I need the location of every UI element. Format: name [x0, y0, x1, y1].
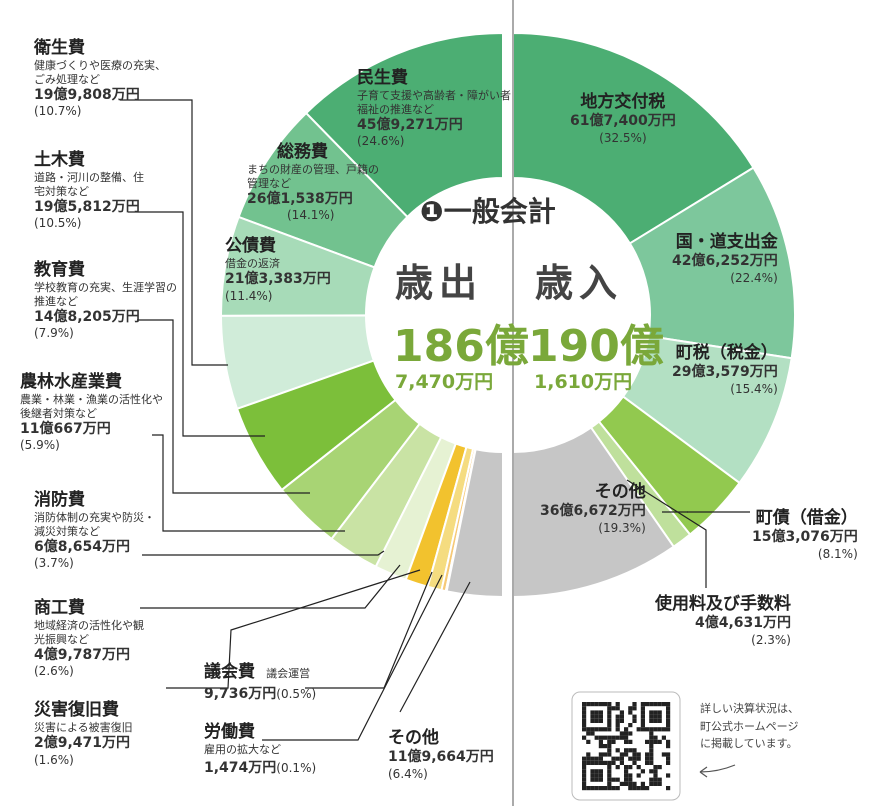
- revenue-slices: [512, 31, 796, 599]
- label-eisei: 衛生費 健康づくりや医療の充実、ごみ処理など 19億9,808万円 (10.7%…: [34, 38, 166, 119]
- label-exp-other: その他 11億9,664万円 (6.4%): [388, 728, 494, 781]
- qr-note: 詳しい決算状況は、 町公式ホームページ に掲載しています。: [700, 702, 799, 751]
- slice-歳出-0: [304, 31, 504, 219]
- expenditure-title: 歳出: [395, 261, 484, 305]
- slice-歳入-1: [628, 166, 796, 360]
- label-doboku: 土木費 道路・河川の整備、住宅対策など 19億5,812万円 (10.5%): [34, 150, 144, 231]
- label-shoko: 商工費 地域経済の活性化や観光振興など 4億9,787万円 (2.6%): [34, 598, 144, 679]
- arrow-icon: [699, 764, 736, 778]
- label-kokkoshishutsu: 国・道支出金 42億6,252万円 (22.4%): [672, 232, 778, 285]
- revenue-title: 歳入: [535, 261, 624, 305]
- label-saigai: 災害復旧費 災害による被害復旧 2億9,471万円 (1.6%): [34, 700, 133, 767]
- label-somu: 総務費 まちの財産の管理、戸籍の管理など 26億1,538万円 (14.1%): [247, 142, 379, 223]
- label-minsei: 民生費 子育て支援や高齢者・障がい者福祉の推進など 45億9,271万円 (24…: [357, 68, 511, 149]
- label-chosai: 町債（借金） 15億3,076万円 (8.1%): [752, 508, 858, 561]
- label-rodo: 労働費 雇用の拡大など 1,474万円(0.1%): [204, 722, 317, 776]
- label-shiyoryo: 使用料及び手数料 4億4,631万円 (2.3%): [655, 594, 791, 647]
- label-chozei: 町税（税金） 29億3,579万円 (15.4%): [672, 343, 778, 396]
- label-gikai: 議会費 議会運営 9,736万円(0.5%): [204, 662, 317, 703]
- label-rev-other: その他 36億6,672万円 (19.3%): [540, 482, 646, 535]
- label-kyoiku: 教育費 学校教育の充実、生涯学習の推進など 14億8,205万円 (7.9%): [34, 260, 177, 341]
- label-norin: 農林水産業費 農業・林業・漁業の活性化や後継者対策など 11億667万円 (5.…: [20, 372, 163, 453]
- slice-歳入-0: [512, 31, 755, 245]
- revenue-total: 190億: [528, 321, 664, 372]
- section-title: ❶一般会計: [420, 195, 556, 228]
- revenue-total-small: 1,610万円: [534, 371, 633, 393]
- leader-lines: [120, 99, 750, 741]
- expenditure-slices: [219, 31, 504, 599]
- qr-code[interactable]: [571, 691, 681, 801]
- label-shobo: 消防費 消防体制の充実や防災・減災対策など 6億8,654万円 (3.7%): [34, 490, 155, 571]
- label-kosai: 公債費 借金の返済 21億3,383万円 (11.4%): [225, 236, 331, 303]
- expenditure-total: 186億: [393, 321, 529, 372]
- expenditure-total-small: 7,470万円: [395, 371, 494, 393]
- label-kofuzei: 地方交付税 61億7,400万円 (32.5%): [570, 92, 676, 145]
